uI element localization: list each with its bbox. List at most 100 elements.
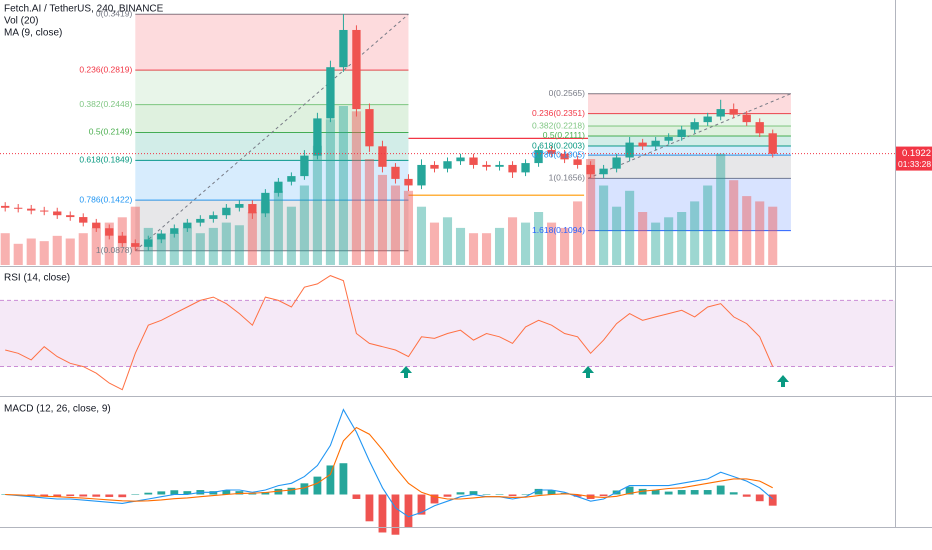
candle-body xyxy=(131,243,140,247)
histogram-bar xyxy=(729,492,738,495)
fib-label: 0.236(0.2351) xyxy=(532,108,585,118)
histogram-bar xyxy=(482,494,491,496)
candle-body xyxy=(404,178,413,186)
volume-bar xyxy=(612,206,622,265)
candle-body xyxy=(222,207,231,216)
volume-bar xyxy=(573,201,583,265)
series-line xyxy=(5,426,773,502)
volume-bar xyxy=(664,217,674,265)
histogram-bar xyxy=(508,494,517,497)
candle-body xyxy=(638,142,647,147)
fib-zone xyxy=(135,160,409,201)
histogram-bar xyxy=(534,488,543,495)
candle-body xyxy=(599,168,608,175)
volume-bar xyxy=(677,212,687,265)
candle-body xyxy=(417,164,426,186)
last-price-box xyxy=(895,146,932,171)
histogram-bar xyxy=(573,494,582,497)
histogram-bar xyxy=(443,494,452,497)
candle-body xyxy=(742,114,751,123)
volume-bar xyxy=(91,227,101,265)
volume-bar xyxy=(403,190,414,265)
histogram-bar xyxy=(625,486,634,495)
volume-bar xyxy=(638,212,648,265)
volume-bar xyxy=(208,227,218,265)
fib-zone xyxy=(587,178,791,231)
fib-zone xyxy=(135,132,409,161)
fib-label: 0(0.2565) xyxy=(549,88,586,98)
candle-body xyxy=(27,208,36,211)
candle-body xyxy=(391,166,400,179)
volume-bar xyxy=(429,222,440,265)
layers: 0(0.3419) 0.236(0.2819) 0.382(0.2448) 0.5(0… xyxy=(0,8,932,535)
histogram-bar xyxy=(339,463,348,495)
fib-zone xyxy=(135,200,409,251)
histogram-bar xyxy=(391,494,400,535)
ma-title: MA (9, close) xyxy=(4,28,62,39)
histogram-bar xyxy=(677,490,686,495)
histogram-bar xyxy=(651,490,660,495)
fib-label: 0(0.3419) xyxy=(96,8,133,18)
volume-bar xyxy=(534,212,544,265)
histogram-bar xyxy=(742,494,751,497)
candle-body xyxy=(755,122,764,134)
candle-body xyxy=(326,67,335,119)
volume-bar xyxy=(247,212,257,265)
candle-body xyxy=(508,164,517,173)
fib-label: 0.618(0.1849) xyxy=(79,155,132,165)
volume-bar xyxy=(195,233,205,265)
volume-bar xyxy=(729,180,739,265)
fib-label: 1(0.1656) xyxy=(549,173,586,183)
volume-bar xyxy=(455,227,466,265)
candle-body xyxy=(183,222,192,229)
volume-bar xyxy=(260,201,270,265)
histogram-bar xyxy=(599,494,608,497)
candle-body xyxy=(651,140,660,147)
candle-body xyxy=(677,129,686,138)
candle-body xyxy=(547,150,556,154)
fib-zone xyxy=(587,155,791,179)
fib-label: 0.786(0.1905) xyxy=(532,149,585,159)
candle-body xyxy=(1,205,10,208)
volume-bar xyxy=(442,217,453,265)
volume-bar xyxy=(468,233,479,265)
histogram-bar xyxy=(170,490,179,495)
rsi-title: RSI (14, close) xyxy=(4,273,70,284)
fib-label: 1.618(0.1094) xyxy=(532,225,585,235)
histogram-bar xyxy=(703,490,712,495)
candle-body xyxy=(339,29,348,68)
volume-bar xyxy=(104,222,114,265)
candle-body xyxy=(40,210,49,212)
histogram-bar xyxy=(690,490,699,495)
volume-bar xyxy=(364,159,375,265)
series-line xyxy=(5,275,774,391)
volume-bar xyxy=(703,185,713,265)
candle-body xyxy=(79,217,88,223)
zones xyxy=(0,13,895,368)
candle-body xyxy=(378,146,387,167)
histogram-bar xyxy=(92,494,101,497)
histogram-bar xyxy=(53,494,62,497)
volume-bar xyxy=(13,243,23,265)
histogram-bar xyxy=(404,494,413,529)
candle-body xyxy=(729,109,738,115)
candle-body xyxy=(690,122,699,130)
fib-label: 1(0.0878) xyxy=(96,245,133,255)
candle-body xyxy=(300,155,309,177)
volume-bar xyxy=(716,153,726,265)
fib-zone xyxy=(135,104,409,133)
volume-bar xyxy=(560,227,570,265)
volume-bar xyxy=(52,235,62,265)
volume-bar xyxy=(182,227,192,265)
histogram-bar xyxy=(157,491,166,495)
volume-bar xyxy=(0,233,10,265)
candle-body xyxy=(573,159,582,165)
last-price-label: 0.1922 xyxy=(902,148,931,159)
volume-bar xyxy=(547,222,557,265)
candle-body xyxy=(170,228,179,234)
candle-body xyxy=(196,218,205,223)
candle-body xyxy=(521,163,530,173)
volume-bar xyxy=(299,185,309,265)
histogram-bar xyxy=(287,487,296,495)
volume-bar xyxy=(768,206,778,265)
